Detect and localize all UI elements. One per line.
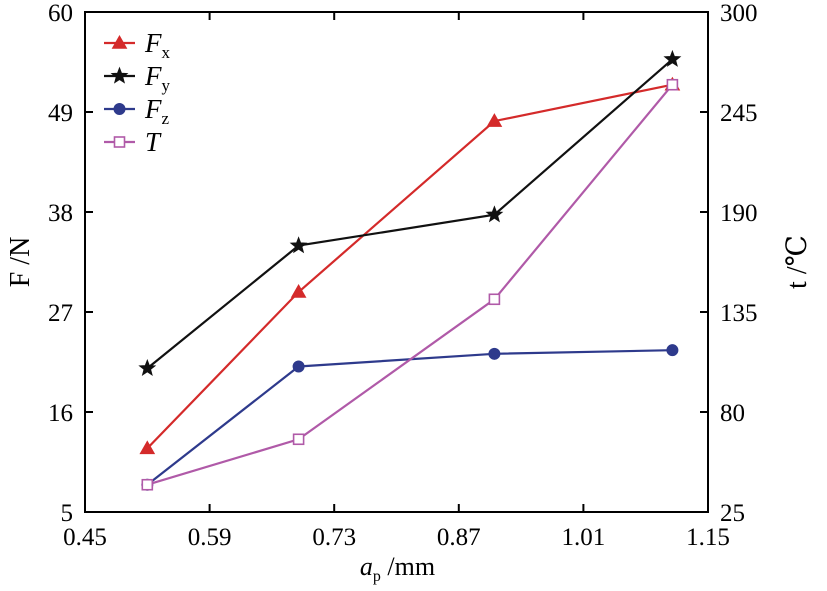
data-point-fx: [139, 440, 156, 455]
y-right-tick-label: 80: [720, 400, 745, 427]
data-point-t: [488, 293, 501, 306]
x-tick-label: 0.87: [437, 524, 481, 551]
data-point-fy: [485, 205, 504, 223]
y-left-tick-label: 5: [61, 500, 74, 527]
data-point-fx: [290, 283, 307, 298]
legend-label-t: T: [145, 127, 162, 157]
x-tick-label: 0.73: [312, 524, 356, 551]
data-point-fy: [663, 49, 682, 67]
series-line-fy: [146, 58, 674, 370]
y-left-tick-label: 38: [48, 200, 73, 227]
y-axis-label-left: F /N: [5, 237, 36, 288]
y-left-tick-label: 49: [48, 100, 73, 127]
series-line-fx: [146, 83, 673, 450]
series-line-t: [146, 83, 674, 486]
x-axis-label: ap /mm: [360, 552, 435, 585]
data-point-t: [141, 478, 154, 491]
data-point-fz: [488, 347, 501, 360]
x-tick-label: 1.01: [562, 524, 606, 551]
data-point-fy: [289, 236, 308, 254]
legend-marker-fy: [110, 66, 129, 84]
x-axis-label-sub: p: [373, 568, 381, 585]
data-point-t: [292, 433, 305, 446]
legend-label-fz: Fz: [144, 94, 170, 128]
y-left-tick-label: 16: [48, 400, 73, 427]
x-axis-label-unit: /mm: [381, 552, 435, 581]
legend-marker-fx: [111, 34, 128, 49]
legend-label-fy: Fy: [144, 61, 171, 95]
y-right-tick-label: 300: [720, 0, 758, 27]
data-point-fz: [666, 344, 679, 357]
legend-label-fx: Fx: [144, 28, 171, 62]
series-line-fz: [146, 349, 673, 486]
y-right-tick-label: 25: [720, 500, 745, 527]
x-tick-label: 1.15: [686, 524, 730, 551]
x-tick-label: 0.59: [188, 524, 232, 551]
legend-marker-fz: [113, 103, 126, 115]
x-tick-label: 0.45: [63, 524, 107, 551]
legend-marker-t: [113, 136, 126, 148]
y-axis-label-right: t /℃: [782, 235, 813, 289]
y-right-tick-label: 245: [720, 100, 758, 127]
x-axis-label-main: a: [360, 552, 373, 581]
y-left-tick-label: 27: [48, 300, 73, 327]
y-left-tick-label: 60: [48, 0, 73, 27]
y-right-tick-label: 135: [720, 300, 758, 327]
data-point-t: [666, 78, 679, 91]
data-point-fx: [486, 113, 503, 127]
plot-frame: [84, 11, 709, 513]
data-point-fz: [292, 360, 305, 373]
y-right-tick-label: 190: [720, 200, 758, 227]
data-point-fy: [138, 358, 157, 376]
